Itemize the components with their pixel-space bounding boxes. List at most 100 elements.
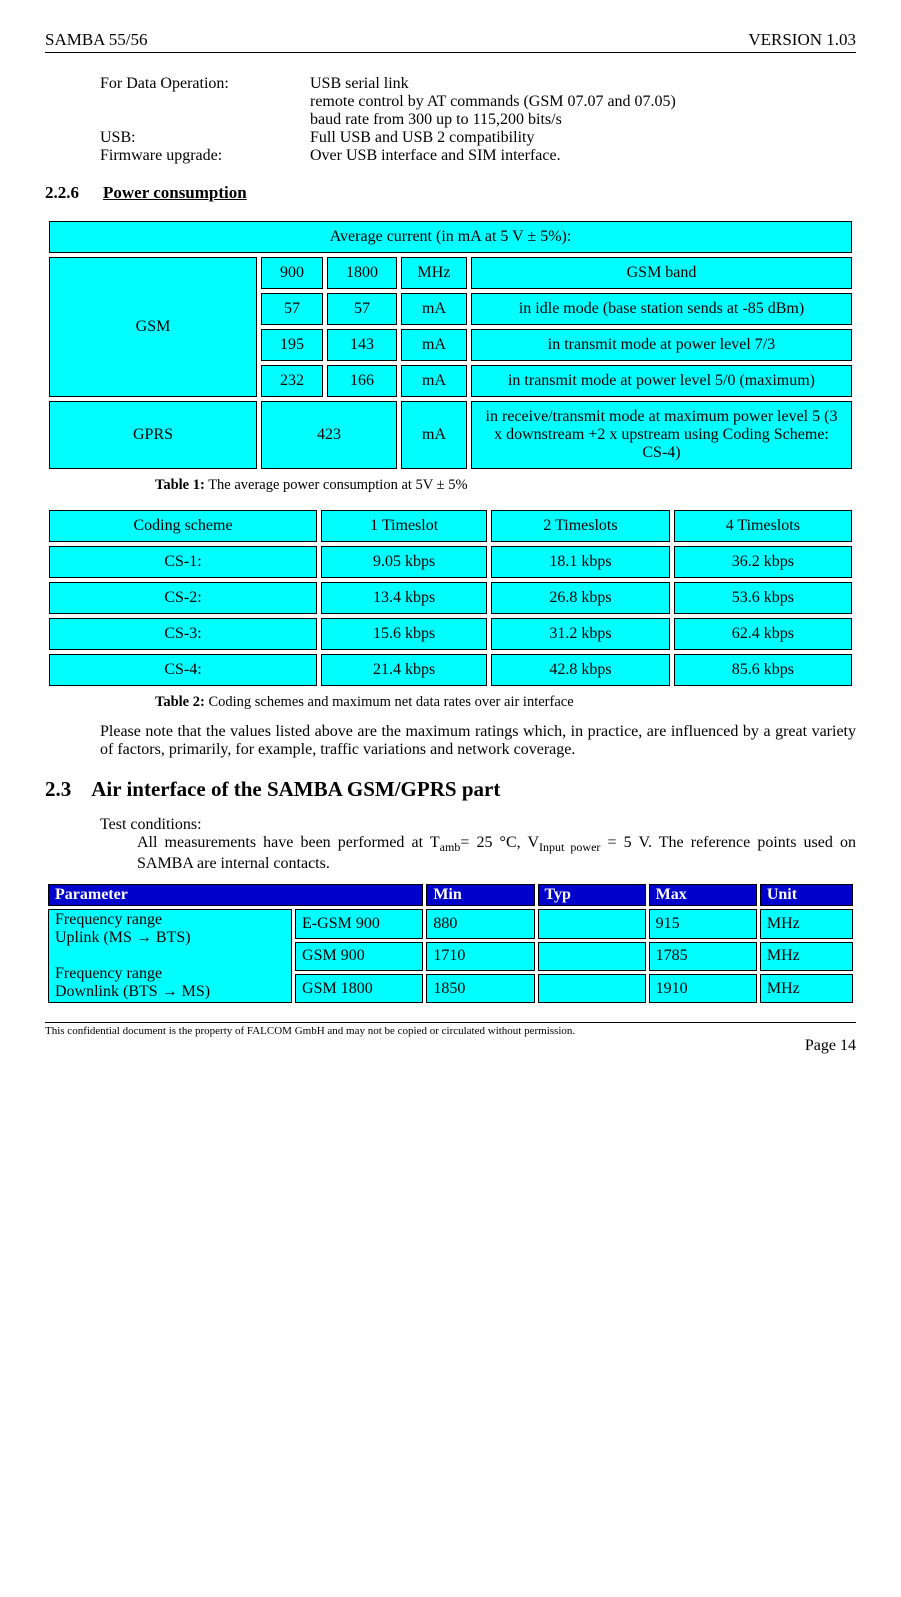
table-cell: CS-3: bbox=[49, 618, 317, 650]
table-cell: 57 bbox=[261, 293, 323, 325]
definitions-block: For Data Operation: USB serial link remo… bbox=[100, 75, 856, 165]
table-cell: 1910 bbox=[649, 974, 757, 1003]
table-cell: mA bbox=[401, 293, 467, 325]
table-cell: GSM bbox=[49, 257, 257, 397]
def-value: baud rate from 300 up to 115,200 bits/s bbox=[310, 111, 856, 129]
text-fragment: Frequency range bbox=[55, 965, 162, 982]
table-2-caption: Table 2: Coding schemes and maximum net … bbox=[155, 694, 856, 711]
text-fragment: All measurements have been performed at … bbox=[137, 834, 440, 851]
table-1-caption: Table 1: The average power consumption a… bbox=[155, 477, 856, 494]
table-cell: 423 bbox=[261, 401, 397, 469]
table-cell bbox=[538, 942, 646, 971]
table-cell: 42.8 kbps bbox=[491, 654, 669, 686]
table-cell: 26.8 kbps bbox=[491, 582, 669, 614]
section-heading-23: 2.3 Air interface of the SAMBA GSM/GPRS … bbox=[45, 777, 856, 802]
table-header: Max bbox=[649, 884, 757, 906]
table-cell: 195 bbox=[261, 329, 323, 361]
def-label: Firmware upgrade: bbox=[100, 147, 310, 165]
text-fragment: = 25 °C, V bbox=[460, 834, 539, 851]
table-cell: 21.4 kbps bbox=[321, 654, 487, 686]
def-label: For Data Operation: bbox=[100, 75, 310, 129]
section-title: Power consumption bbox=[103, 183, 247, 203]
table-cell: 1850 bbox=[426, 974, 534, 1003]
table-cell: 143 bbox=[327, 329, 397, 361]
subscript: Input power bbox=[539, 840, 600, 854]
table-cell: 85.6 kbps bbox=[674, 654, 852, 686]
table-2-coding: Coding scheme 1 Timeslot 2 Timeslots 4 T… bbox=[45, 506, 856, 690]
table-cell: in idle mode (base station sends at -85 … bbox=[471, 293, 852, 325]
table-header: 1 Timeslot bbox=[321, 510, 487, 542]
test-conditions-text: All measurements have been performed at … bbox=[137, 834, 856, 873]
table-header: Coding scheme bbox=[49, 510, 317, 542]
table-cell: mA bbox=[401, 329, 467, 361]
table-cell: 57 bbox=[327, 293, 397, 325]
table-cell: 166 bbox=[327, 365, 397, 397]
section-number: 2.2.6 bbox=[45, 183, 79, 203]
caption-text: The average power consumption at 5V ± 5% bbox=[205, 477, 468, 493]
table-cell: 915 bbox=[649, 909, 757, 938]
table-cell: 1785 bbox=[649, 942, 757, 971]
section-title: Air interface of the SAMBA GSM/GPRS part bbox=[91, 777, 500, 802]
table-cell: CS-1: bbox=[49, 546, 317, 578]
table-cell: GPRS bbox=[49, 401, 257, 469]
table-cell: 36.2 kbps bbox=[674, 546, 852, 578]
table-cell: mA bbox=[401, 401, 467, 469]
section-heading-226: 2.2.6 Power consumption bbox=[45, 183, 856, 203]
table-cell: in receive/transmit mode at maximum powe… bbox=[471, 401, 852, 469]
table-header: 4 Timeslots bbox=[674, 510, 852, 542]
table-cell: 62.4 kbps bbox=[674, 618, 852, 650]
table-header: Parameter bbox=[48, 884, 423, 906]
text-fragment: Downlink (BTS → MS) bbox=[55, 983, 210, 1000]
caption-label: Table 2: bbox=[155, 694, 205, 710]
table-1-power: Average current (in mA at 5 V ± 5%): GSM… bbox=[45, 217, 856, 473]
page-header: SAMBA 55/56 VERSION 1.03 bbox=[45, 30, 856, 53]
table-header: Typ bbox=[538, 884, 646, 906]
footer-text: This confidential document is the proper… bbox=[45, 1022, 856, 1037]
def-value: remote control by AT commands (GSM 07.07… bbox=[310, 93, 856, 111]
caption-label: Table 1: bbox=[155, 477, 205, 493]
def-value: USB serial link bbox=[310, 75, 856, 93]
header-left: SAMBA 55/56 bbox=[45, 30, 148, 50]
caption-text: Coding schemes and maximum net data rate… bbox=[205, 694, 574, 710]
table-cell: E-GSM 900 bbox=[295, 909, 423, 938]
subscript: amb bbox=[440, 840, 461, 854]
table-cell: CS-2: bbox=[49, 582, 317, 614]
table-cell: MHz bbox=[401, 257, 467, 289]
table-cell: Frequency range Uplink (MS → BTS) Freque… bbox=[48, 909, 292, 1003]
table-header: Unit bbox=[760, 884, 853, 906]
table-header: Min bbox=[426, 884, 534, 906]
table-cell: 18.1 kbps bbox=[491, 546, 669, 578]
def-label: USB: bbox=[100, 129, 310, 147]
text-fragment: Frequency range bbox=[55, 911, 162, 928]
table-cell: 1710 bbox=[426, 942, 534, 971]
table-title: Average current (in mA at 5 V ± 5%): bbox=[49, 221, 852, 253]
table-cell: 53.6 kbps bbox=[674, 582, 852, 614]
table-cell: CS-4: bbox=[49, 654, 317, 686]
table-cell: mA bbox=[401, 365, 467, 397]
text-fragment: Uplink (MS → BTS) bbox=[55, 929, 191, 946]
table-cell bbox=[538, 909, 646, 938]
table-cell: 31.2 kbps bbox=[491, 618, 669, 650]
def-value: Full USB and USB 2 compatibility bbox=[310, 129, 856, 147]
section-number: 2.3 bbox=[45, 777, 71, 802]
table-cell: 13.4 kbps bbox=[321, 582, 487, 614]
table-cell: 1800 bbox=[327, 257, 397, 289]
table-cell: GSM 1800 bbox=[295, 974, 423, 1003]
table-cell: GSM 900 bbox=[295, 942, 423, 971]
table-header: 2 Timeslots bbox=[491, 510, 669, 542]
table-cell: 9.05 kbps bbox=[321, 546, 487, 578]
table-3-air-interface: Parameter Min Typ Max Unit Frequency ran… bbox=[45, 881, 856, 1006]
page-number: Page 14 bbox=[45, 1037, 856, 1055]
table-cell: in transmit mode at power level 5/0 (max… bbox=[471, 365, 852, 397]
table-cell: in transmit mode at power level 7/3 bbox=[471, 329, 852, 361]
table-cell: MHz bbox=[760, 942, 853, 971]
test-conditions-label: Test conditions: bbox=[100, 816, 856, 834]
table-cell: GSM band bbox=[471, 257, 852, 289]
table-cell: 15.6 kbps bbox=[321, 618, 487, 650]
table-cell: 232 bbox=[261, 365, 323, 397]
def-value: Over USB interface and SIM interface. bbox=[310, 147, 856, 165]
table-cell: MHz bbox=[760, 974, 853, 1003]
table-cell: 900 bbox=[261, 257, 323, 289]
table-cell bbox=[538, 974, 646, 1003]
table-cell: 880 bbox=[426, 909, 534, 938]
